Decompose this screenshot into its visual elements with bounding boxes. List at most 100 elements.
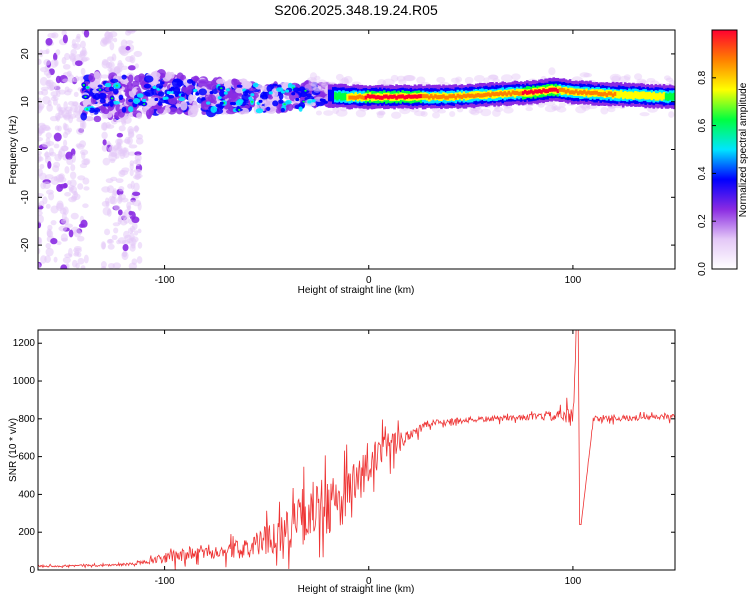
spectrogram-cell [115, 178, 124, 184]
spectrogram-ridge-cell [152, 85, 157, 89]
spectrogram-cell [390, 74, 399, 82]
spectrogram-ridge-cell [223, 91, 228, 95]
spectrogram-cell [106, 185, 115, 194]
spectrogram-ridge-cell [360, 95, 364, 100]
spectrogram-cell [525, 106, 534, 112]
spectrogram-cell [53, 256, 58, 263]
spectrogram-cell [41, 124, 51, 131]
spectrogram-ridge-cell [285, 89, 290, 93]
spectrogram-ridge-cell [142, 98, 147, 103]
spectrogram-cell [39, 76, 48, 86]
spectrogram-cell [304, 89, 307, 92]
spectrogram-ridge-cell [495, 91, 498, 96]
snr-y-axis-label: SNR (10 * v/v) [8, 418, 19, 482]
spectrogram-cell [437, 109, 446, 114]
snr-x-tick-label: 100 [565, 576, 582, 587]
spectrogram-cell [93, 115, 102, 123]
spectrogram-cell [198, 88, 208, 96]
spectrogram-cell [113, 204, 121, 211]
spectrogram-ridge-cell [589, 91, 592, 96]
spectrogram-cell [56, 200, 64, 209]
spectrogram-cell [85, 108, 89, 111]
spectrogram-ridge-cell [466, 93, 470, 98]
spectrogram-cell [53, 161, 61, 169]
spectrogram-cell [80, 112, 88, 121]
snr-y-tick-label: 0 [29, 565, 35, 576]
snr-y-tick-label: 400 [18, 489, 35, 500]
spectrogram-cell [61, 30, 67, 36]
spectrogram-ridge-cell [552, 87, 556, 92]
spectrogram-ridge-cell [209, 90, 214, 95]
spectrogram-ridge-cell [579, 90, 582, 95]
spectrogram-ridge-cell [436, 95, 439, 100]
spectrogram-cell [58, 173, 65, 180]
spectrogram-cell [111, 53, 117, 62]
spectrogram-cell [376, 110, 386, 116]
spectrogram-ridge-cell [350, 95, 353, 100]
spectrogram-cell [122, 147, 127, 156]
spectrogram-cell [121, 74, 127, 80]
spectrogram-ridge-cell [411, 94, 415, 99]
spectrogram-cell [135, 137, 144, 145]
spectrogram-cell [436, 76, 446, 83]
spectrogram-cell [49, 115, 59, 122]
spectrogram-ridge-cell [415, 94, 419, 99]
spectrogram-cell [136, 93, 144, 98]
spectrogram-cell [66, 158, 74, 166]
spectrogram-cell [126, 201, 131, 210]
spectrogram-ridge-cell [456, 93, 460, 98]
spectrogram-cell [474, 108, 483, 114]
spectrogram-cell [180, 100, 188, 111]
spectrogram-ridge-cell [560, 87, 564, 92]
spectrogram-ridge-cell [397, 94, 400, 99]
spectrogram-cell [45, 203, 51, 209]
spectrogram-cell [39, 163, 45, 169]
spectrogram-cell [45, 132, 52, 139]
spectrogram-cell [77, 235, 85, 242]
spectrogram-cell [53, 52, 58, 61]
spectrogram-background [38, 30, 675, 269]
spectrogram-cell [240, 81, 252, 90]
spectrogram-cell [86, 86, 89, 89]
spectrogram-y-ticks: -20 -10 0 10 20 [20, 48, 675, 252]
spectrogram-cell [127, 126, 134, 135]
spectrogram-ridge-cell [509, 92, 513, 97]
spectrogram-cell [399, 106, 411, 115]
spectrogram-ridge-cell [660, 93, 664, 101]
spectrogram-cell [157, 101, 163, 106]
spectrogram-cell [241, 93, 251, 102]
spectrogram-ridge-cell [176, 91, 181, 95]
spectrogram-cell [237, 108, 241, 111]
spectrogram-ridge-cell [297, 88, 302, 92]
spectrogram-cell [664, 75, 671, 81]
spectrogram-ridge-cell [650, 92, 654, 101]
spectrogram-cell [123, 139, 131, 144]
colorbar-ticks: 0.0 0.2 0.4 0.6 0.8 [697, 70, 716, 276]
spectrogram-cell [67, 247, 73, 257]
spectrogram-cell [382, 78, 395, 86]
spectrogram-cell [82, 98, 92, 107]
spectrogram-cell [88, 73, 96, 83]
spectrogram-cell [286, 103, 294, 112]
snr-y-tick-label: 200 [18, 527, 35, 538]
spectrogram-ridge-cell [481, 93, 484, 98]
spectrogram-cell [272, 100, 279, 107]
spectrogram-cell [665, 77, 674, 83]
spectrogram-cell [121, 211, 127, 221]
spectrogram-ridge-cell [340, 93, 343, 101]
spectrogram-cell [129, 160, 134, 167]
spectrogram-cell [45, 189, 54, 195]
spectrogram-cell [45, 137, 51, 145]
spectrogram-cell [315, 110, 323, 116]
spectrogram-cell [272, 83, 278, 87]
spectrogram-cell [450, 77, 460, 83]
spectrogram-cell [101, 131, 108, 140]
spectrogram-cell [156, 106, 164, 114]
spectrogram-cell [38, 104, 42, 114]
spectrogram-cell [93, 71, 101, 80]
spectrogram-cell [309, 72, 318, 80]
spectrogram-cell [319, 83, 331, 92]
spectrogram-cell [133, 97, 141, 105]
spectrogram-ridge-cell [366, 93, 370, 98]
